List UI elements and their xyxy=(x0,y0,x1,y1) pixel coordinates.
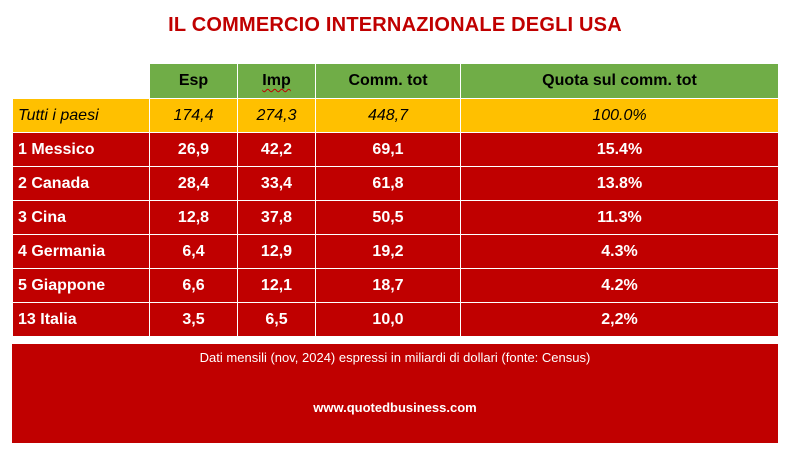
total-quota: 100.0% xyxy=(460,98,779,133)
country-name: 13 Italia xyxy=(12,302,150,337)
esp-value: 28,4 xyxy=(149,166,238,201)
quota-value: 4.3% xyxy=(460,234,779,269)
country-name: 5 Giappone xyxy=(12,268,150,303)
header-esp: Esp xyxy=(149,63,238,99)
quota-value: 11.3% xyxy=(460,200,779,235)
header-imp-label: Imp xyxy=(262,72,291,89)
tot-value: 50,5 xyxy=(315,200,461,235)
imp-value: 42,2 xyxy=(237,132,316,167)
imp-value: 33,4 xyxy=(237,166,316,201)
total-esp: 174,4 xyxy=(149,98,238,133)
country-name: 1 Messico xyxy=(12,132,150,167)
table-row: 2 Canada 28,4 33,4 61,8 13.8% xyxy=(12,166,779,201)
imp-value: 37,8 xyxy=(237,200,316,235)
tot-value: 61,8 xyxy=(315,166,461,201)
header-imp: Imp xyxy=(237,63,316,99)
total-imp: 274,3 xyxy=(237,98,316,133)
header-row: Esp Imp Comm. tot Quota sul comm. tot xyxy=(12,63,779,99)
total-tot: 448,7 xyxy=(315,98,461,133)
page-title: IL COMMERCIO INTERNAZIONALE DEGLI USA xyxy=(168,14,622,36)
quota-value: 4.2% xyxy=(460,268,779,303)
total-name: Tutti i paesi xyxy=(12,98,150,133)
quota-value: 15.4% xyxy=(460,132,779,167)
esp-value: 6,6 xyxy=(149,268,238,303)
header-blank xyxy=(12,63,150,99)
country-name: 3 Cina xyxy=(12,200,150,235)
tot-value: 10,0 xyxy=(315,302,461,337)
quota-value: 13.8% xyxy=(460,166,779,201)
header-comm-tot: Comm. tot xyxy=(315,63,461,99)
table-row: 5 Giappone 6,6 12,1 18,7 4.2% xyxy=(12,268,779,303)
esp-value: 3,5 xyxy=(149,302,238,337)
footer-panel: Dati mensili (nov, 2024) espressi in mil… xyxy=(12,343,778,443)
country-name: 2 Canada xyxy=(12,166,150,201)
esp-value: 12,8 xyxy=(149,200,238,235)
tot-value: 69,1 xyxy=(315,132,461,167)
quota-value: 2,2% xyxy=(460,302,779,337)
tot-value: 19,2 xyxy=(315,234,461,269)
website-label: www.quotedbusiness.com xyxy=(313,400,477,415)
esp-value: 26,9 xyxy=(149,132,238,167)
tot-value: 18,7 xyxy=(315,268,461,303)
table-row: 3 Cina 12,8 37,8 50,5 11.3% xyxy=(12,200,779,235)
source-note: Dati mensili (nov, 2024) espressi in mil… xyxy=(199,350,591,365)
header-quota: Quota sul comm. tot xyxy=(460,63,779,99)
country-name: 4 Germania xyxy=(12,234,150,269)
imp-value: 12,9 xyxy=(237,234,316,269)
table-row: 4 Germania 6,4 12,9 19,2 4.3% xyxy=(12,234,779,269)
imp-value: 12,1 xyxy=(237,268,316,303)
trade-table: Esp Imp Comm. tot Quota sul comm. tot Tu… xyxy=(12,63,779,337)
imp-value: 6,5 xyxy=(237,302,316,337)
table-row: 13 Italia 3,5 6,5 10,0 2,2% xyxy=(12,302,779,337)
table-row: 1 Messico 26,9 42,2 69,1 15.4% xyxy=(12,132,779,167)
esp-value: 6,4 xyxy=(149,234,238,269)
total-row: Tutti i paesi 174,4 274,3 448,7 100.0% xyxy=(12,98,779,133)
